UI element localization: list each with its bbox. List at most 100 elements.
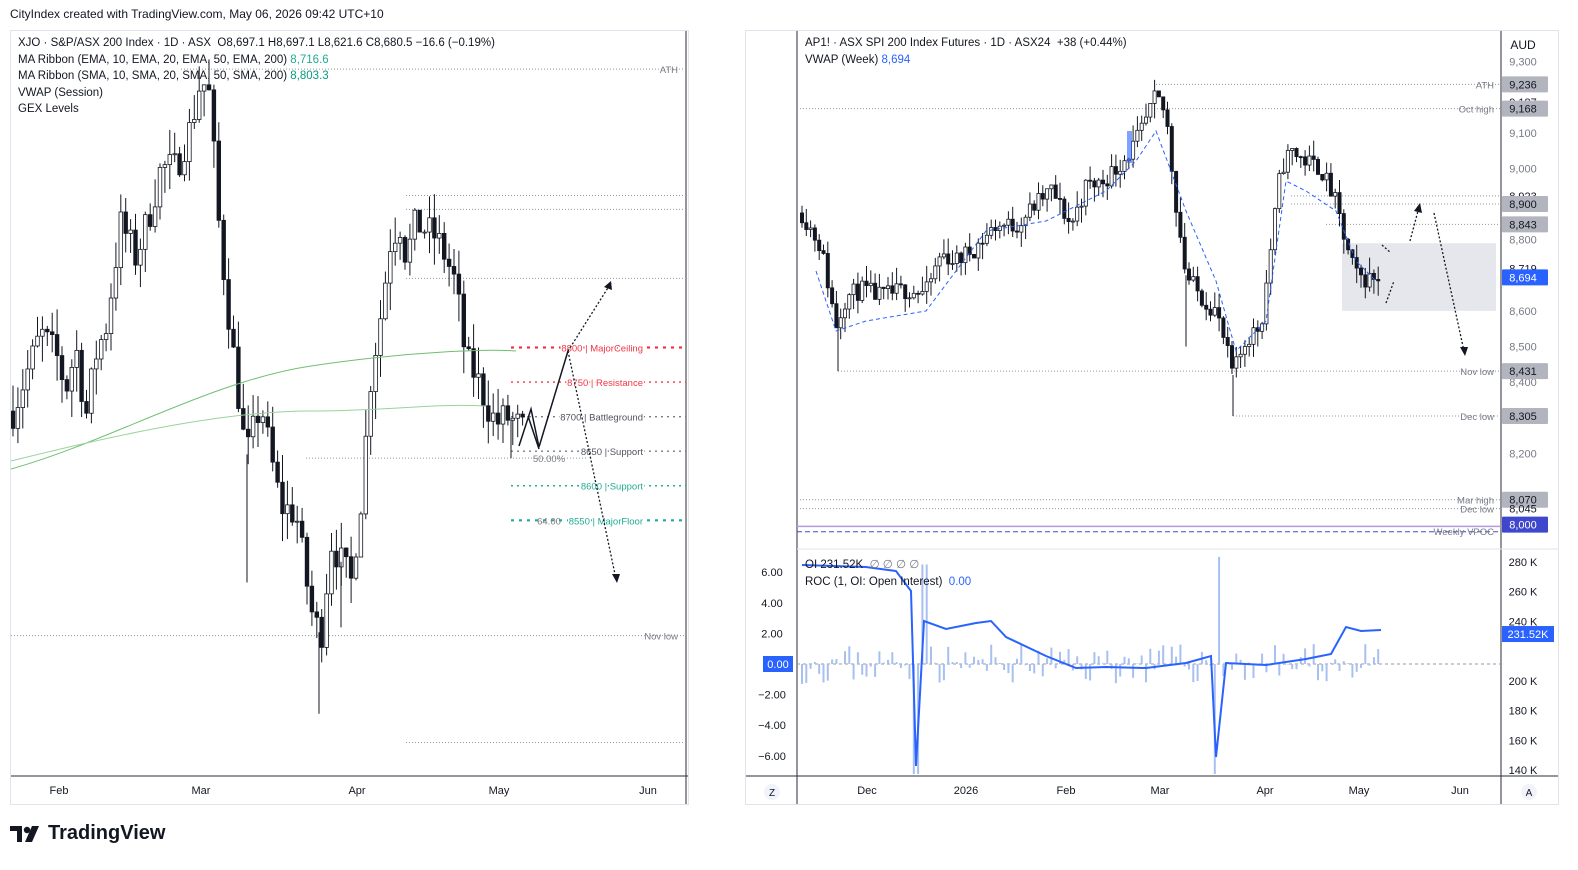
left-candle-body [138, 248, 143, 266]
right-time-tick: Feb [1057, 785, 1076, 797]
right-candle [1040, 185, 1045, 207]
zoom-button[interactable] [764, 784, 780, 800]
right-candle-body [898, 283, 903, 286]
right-candle [1088, 166, 1093, 189]
right-candle [903, 284, 908, 312]
right-price-badge[interactable]: 8,070 [1502, 491, 1548, 508]
roc-axis-tick: 6.00 [761, 567, 782, 579]
roc-zero-label: 0.00 [767, 659, 788, 671]
right-price-badge[interactable]: 8,900 [1502, 196, 1548, 213]
left-time-tick: Feb [50, 785, 69, 797]
left-price-chart[interactable]: AUD9,150.09,100.09,050.09,000.08,950.08,… [11, 31, 688, 804]
right-price-badge[interactable]: 8,843 [1502, 216, 1548, 233]
left-chart-panel[interactable]: AUD9,150.09,100.09,050.09,000.08,950.08,… [10, 30, 689, 805]
right-candle [1268, 238, 1273, 295]
right-candle [1036, 182, 1041, 220]
right-candle-body [1161, 96, 1166, 111]
gex-level-label: 8750 | Resistance [567, 378, 643, 389]
right-candle [1113, 154, 1118, 187]
right-candle-body [1169, 126, 1174, 172]
ma-ribbon-ema-label[interactable]: MA Ribbon (EMA, 10, EMA, 20, EMA, 50, EM… [18, 53, 288, 66]
right-price-badge[interactable]: 9,168 [1502, 100, 1548, 117]
right-price-badge-label: 8,431 [1509, 366, 1537, 378]
auto-scale-button[interactable] [1521, 784, 1537, 800]
left-candle [25, 350, 30, 408]
right-candle-body [838, 317, 843, 329]
roc-legend-label[interactable]: ROC (1, OI: Open Interest) [805, 575, 943, 588]
right-time-tick: Apr [1256, 785, 1273, 797]
right-candle-body [971, 254, 976, 259]
right-candle [937, 252, 942, 282]
right-candle-body [1088, 179, 1093, 182]
left-candle-body [348, 556, 354, 579]
scenario-arrow-down [567, 350, 617, 580]
right-axis-tick: 8,600 [1509, 306, 1537, 318]
right-price-badge[interactable]: 8,000 [1502, 516, 1548, 533]
right-currency-label[interactable]: AUD [1510, 38, 1536, 52]
right-candle-body [1359, 267, 1364, 276]
left-candle-body [59, 355, 65, 380]
right-symbol[interactable]: AP1! · ASX SPI 200 Index Futures · 1D · … [805, 37, 1051, 49]
left-candle [45, 325, 50, 346]
right-candle-body [959, 252, 964, 264]
left-candle-body [490, 412, 496, 422]
right-chart-panel[interactable]: AUD 9,300 9,100 9,000 8,800 8,600 8,500 8,400 8,… [745, 30, 1559, 805]
ma-ribbon-sma-label[interactable]: MA Ribbon (SMA, 10, SMA, 20, SMA, 50, SM… [18, 70, 288, 82]
right-price-badge-bg [1502, 363, 1548, 380]
right-candle-body [1075, 206, 1080, 222]
right-candle [1174, 170, 1179, 227]
right-candle [1294, 147, 1299, 163]
left-candle-body [118, 211, 123, 268]
right-price-badge[interactable]: 8,431 [1502, 363, 1548, 380]
right-candle-body [847, 294, 852, 310]
left-symbol[interactable]: XJO · S&P/ASX 200 Index · 1D · ASX [18, 37, 212, 49]
left-candle [211, 84, 217, 168]
right-price-chart[interactable]: AUD9,3009,1009,0008,8008,6008,5008,4008,… [746, 31, 1558, 804]
right-candle [959, 251, 964, 276]
left-candle-body [427, 217, 432, 233]
vwap-week-label[interactable]: VWAP (Week) [805, 53, 879, 66]
right-candle-body [1242, 346, 1247, 355]
ma-ribbon-ema-value: 8,716.6 [290, 53, 329, 66]
right-price-badge[interactable]: 8,694 [1502, 269, 1548, 286]
right-candle-body [1053, 184, 1058, 199]
right-candle [1238, 346, 1243, 369]
roc-axis-tick: −2.00 [758, 690, 786, 702]
right-candle-body [1122, 160, 1127, 172]
right-axis-tick: 8,800 [1509, 235, 1537, 247]
left-candle [40, 316, 45, 362]
vwap-session-label[interactable]: VWAP (Session) [18, 86, 103, 99]
roc-zero-badge [763, 656, 793, 672]
right-candle [1255, 320, 1260, 347]
right-candle-body [1118, 170, 1123, 175]
right-candle-body [980, 242, 985, 245]
left-candle-body [54, 334, 60, 356]
right-candle-body [1139, 122, 1144, 131]
left-candle [196, 66, 202, 123]
left-candle [441, 222, 447, 273]
right-price-badge[interactable]: 9,236 [1502, 76, 1548, 93]
right-candle-body [907, 297, 912, 300]
oi-axis-tick: 280 K [1509, 557, 1538, 569]
right-price-badge[interactable]: 8,045 [1509, 504, 1537, 516]
gex-level-label: 8700 | Battleground [560, 413, 643, 424]
roc-axis-tick: −6.00 [758, 751, 786, 763]
right-level-label: Mar high [1457, 496, 1494, 507]
tradingview-logo[interactable]: TradingView [10, 822, 165, 845]
right-candle [1049, 184, 1054, 202]
oi-legend-label[interactable]: OI 231.52K [805, 559, 864, 571]
left-candle-body [280, 481, 285, 515]
left-candle-body [128, 229, 133, 234]
right-candle [954, 245, 959, 272]
right-candle-body [903, 284, 908, 300]
left-candle [192, 95, 197, 129]
right-candle-body [941, 253, 946, 258]
left-candle [206, 59, 212, 91]
right-price-badge[interactable]: 8,305 [1502, 407, 1548, 424]
right-candle-body [1255, 327, 1260, 332]
right-candle [864, 265, 869, 298]
gex-levels-label[interactable]: GEX Levels [18, 103, 79, 115]
left-candle [69, 359, 74, 417]
left-candle [250, 395, 256, 449]
left-time-tick: Apr [348, 785, 365, 797]
